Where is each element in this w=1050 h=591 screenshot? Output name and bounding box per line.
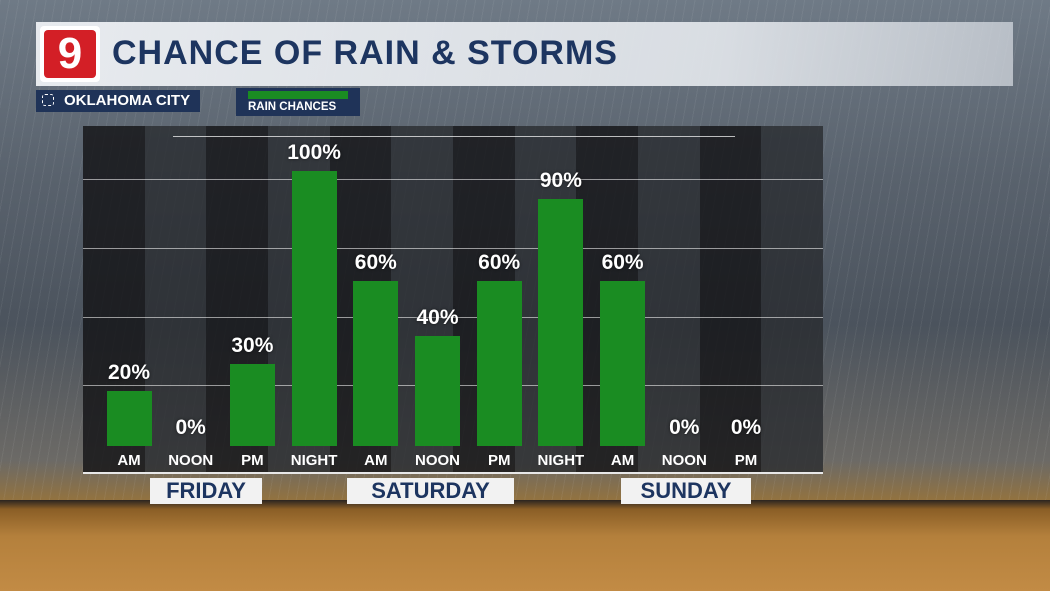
chart-x-tick-label: NOON: [168, 452, 214, 469]
chart-data-label: 30%: [231, 333, 274, 357]
chart-bar: [291, 171, 337, 446]
location-target-icon: [42, 94, 54, 106]
chart-data-label: 60%: [601, 251, 644, 274]
chart-gridline: [83, 247, 823, 249]
chart-x-tick-label: PM: [487, 452, 511, 469]
chart-x-tick-label: AM: [117, 452, 141, 469]
chart-x-tick-label: PM: [241, 452, 264, 469]
chart-gridline: [83, 316, 823, 318]
chart-x-tick-label: NIGHT: [290, 452, 338, 469]
chart-x-tick-label: AM: [610, 452, 635, 469]
chart-data-label: 90%: [539, 168, 582, 192]
day-label-friday: FRIDAY: [150, 478, 262, 504]
chart-x-tick-label: NIGHT: [537, 452, 585, 469]
station-logo: 9: [40, 26, 100, 82]
chart-baseline: [83, 472, 823, 474]
page-title: CHANCE OF RAIN & STORMS: [112, 34, 618, 72]
chart-x-tick-label: NOON: [661, 452, 707, 469]
legend-swatch: [248, 91, 348, 99]
chart-data-label: 100%: [287, 141, 341, 164]
chart-x-tick-label: AM: [364, 452, 388, 469]
logo-number: 9: [44, 30, 96, 78]
chart-data-label: 60%: [354, 251, 397, 274]
chart-bar: [106, 391, 152, 446]
chart-bar: [353, 281, 399, 446]
chart-bar: [476, 281, 522, 446]
chart-column-band: [144, 126, 207, 473]
chart-bar: [600, 281, 646, 446]
chart-bar: [229, 363, 275, 446]
chart-bar: [538, 198, 584, 446]
chart-bar: [415, 336, 460, 446]
chart-gridline: [83, 179, 823, 180]
chart-top-line: [173, 136, 735, 137]
location-label: OKLAHOMA CITY: [64, 92, 191, 109]
chart-plot-area: 20% AM 0% NOON 30% PM 100% NIGHT 60% AM 40% NOON 60%…: [83, 126, 823, 474]
chart-x-tick-label: NOON: [415, 452, 460, 469]
chart-data-label: 0%: [669, 416, 700, 439]
chart-column-band: [699, 126, 762, 473]
location-badge: OKLAHOMA CITY: [36, 90, 201, 112]
legend-label: RAIN CHANCES: [248, 101, 337, 113]
chart-data-label: 40%: [416, 306, 459, 329]
day-label-sunday: SUNDAY: [621, 478, 751, 504]
chart-data-label: 0%: [175, 416, 206, 439]
chart-data-label: 0%: [730, 416, 762, 439]
chart-x-tick-label: PM: [734, 452, 758, 469]
field-background: [0, 500, 1050, 591]
chart-column-band: [761, 126, 823, 473]
legend: RAIN CHANCES: [236, 88, 360, 116]
chart-data-label: 60%: [478, 251, 521, 274]
chart-data-label: 20%: [107, 361, 151, 384]
title-bar: 9 CHANCE OF RAIN & STORMS: [36, 22, 1013, 86]
day-label-saturday: SATURDAY: [347, 478, 514, 504]
chart-column-band: [638, 126, 700, 473]
